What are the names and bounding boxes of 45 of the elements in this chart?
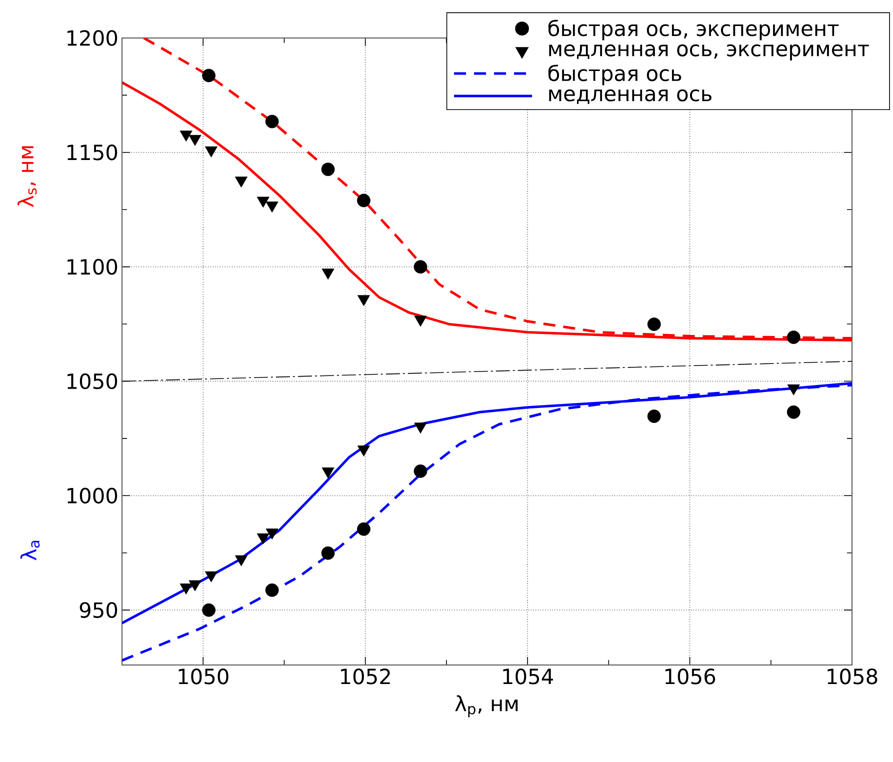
point: [202, 68, 216, 82]
point: [786, 330, 800, 344]
point: [322, 268, 334, 280]
point: [357, 194, 370, 208]
y-tick-label: 1150: [68, 144, 118, 160]
point: [180, 130, 192, 142]
y-axis-title: λ$_{s}$, нм: [18, 146, 37, 207]
point: [647, 318, 661, 331]
point: [180, 583, 192, 594]
x-axis-title: λ$_{p}$, нм: [455, 695, 518, 718]
x-tick-label: 1058: [828, 668, 878, 684]
point: [414, 316, 427, 327]
point: [266, 528, 278, 540]
point: [204, 571, 218, 582]
point: [234, 555, 248, 566]
point: [266, 202, 278, 212]
point: [357, 295, 370, 306]
point: [256, 196, 270, 208]
y-tick-label: 1050: [68, 373, 118, 390]
point: [234, 176, 248, 188]
x-tick-label: 1054: [503, 668, 553, 684]
y-tick-label: 1100: [68, 258, 118, 275]
point: [322, 467, 334, 478]
point: [188, 134, 202, 146]
point: [414, 260, 428, 274]
point: [321, 162, 335, 176]
y-tick-label: 1200: [68, 30, 118, 46]
legend-label: медленная ось, эксперимент: [549, 44, 869, 61]
point: [357, 446, 370, 456]
x-tick-label: 1056: [665, 668, 716, 684]
legend-label: быстрая ось: [548, 64, 682, 86]
point: [256, 533, 270, 544]
point: [787, 384, 800, 396]
y-tick-label: 950: [80, 602, 118, 618]
text: λ$_{a}$: [20, 540, 40, 560]
legend-label: быстрая ось, эксперимент: [548, 20, 839, 40]
point: [188, 580, 202, 592]
point: [414, 422, 427, 434]
x-tick-label: 1050: [178, 668, 228, 684]
legend-label: медленная ось: [549, 89, 712, 104]
y-tick-label: 1000: [68, 488, 118, 504]
point: [204, 146, 218, 158]
point: [265, 114, 279, 128]
point: [647, 410, 661, 423]
x-tick-label: 1052: [341, 668, 390, 684]
